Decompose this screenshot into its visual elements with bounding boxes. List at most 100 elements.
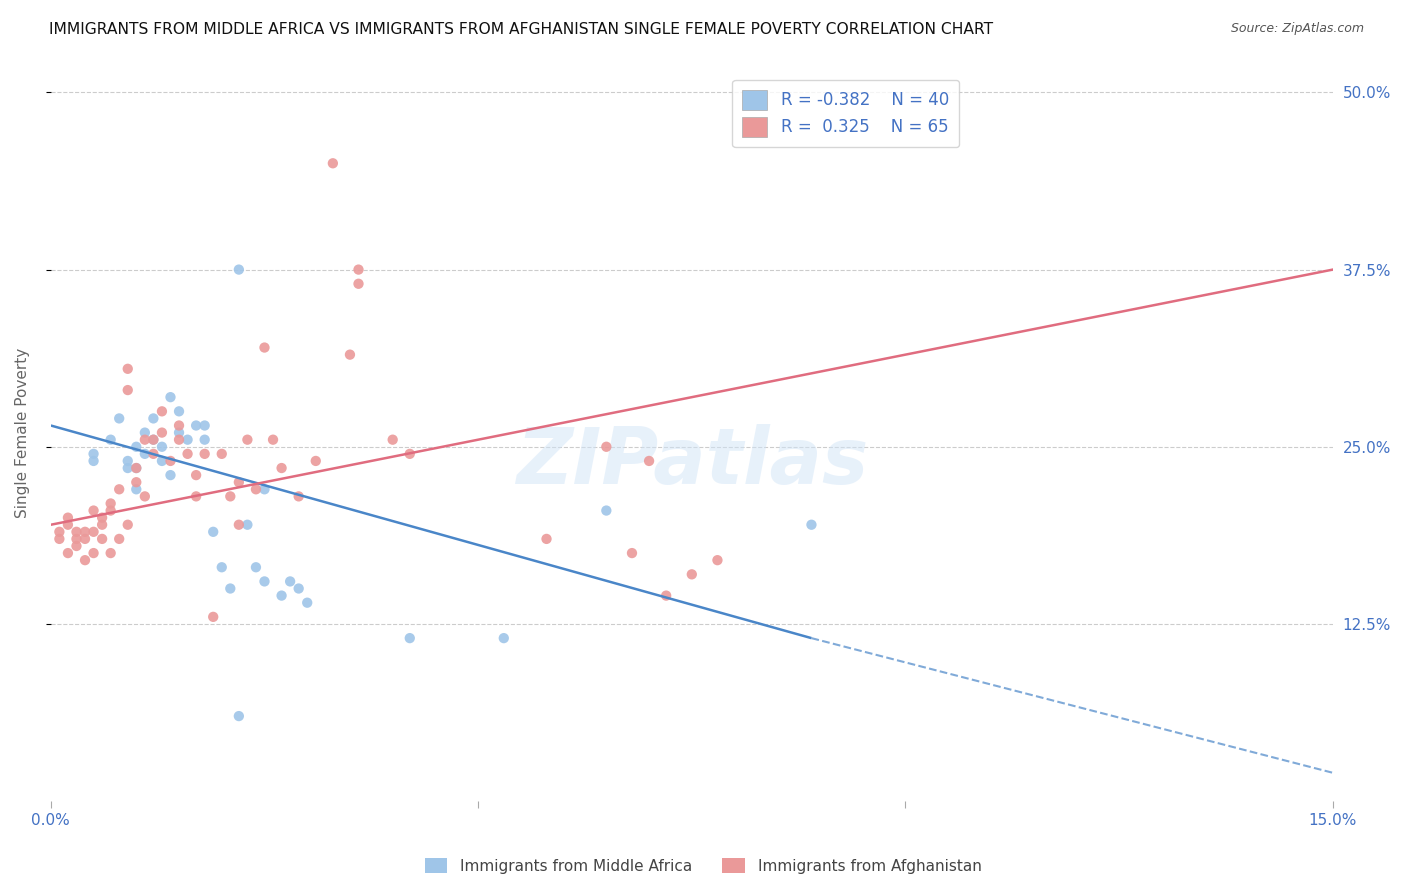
Point — [347, 277, 370, 291]
Point — [236, 517, 259, 532]
Point — [236, 433, 259, 447]
Point — [117, 383, 139, 397]
Point — [108, 532, 131, 546]
Point — [125, 461, 148, 475]
Point — [83, 546, 105, 560]
Point — [245, 483, 267, 497]
Point — [398, 447, 420, 461]
Point — [117, 461, 139, 475]
Legend: Immigrants from Middle Africa, Immigrants from Afghanistan: Immigrants from Middle Africa, Immigrant… — [419, 852, 987, 880]
Point — [184, 418, 207, 433]
Point — [117, 517, 139, 532]
Point — [219, 489, 242, 503]
Point — [253, 574, 276, 589]
Point — [65, 524, 87, 539]
Point — [211, 560, 233, 574]
Point — [65, 539, 87, 553]
Point — [91, 532, 114, 546]
Point — [202, 610, 225, 624]
Point — [48, 532, 70, 546]
Point — [681, 567, 703, 582]
Point — [287, 489, 309, 503]
Point — [91, 517, 114, 532]
Point — [381, 433, 404, 447]
Point — [706, 553, 728, 567]
Point — [91, 510, 114, 524]
Point — [142, 411, 165, 425]
Point — [176, 433, 198, 447]
Point — [159, 390, 181, 404]
Point — [150, 440, 173, 454]
Point — [262, 433, 284, 447]
Point — [167, 425, 190, 440]
Point — [297, 596, 319, 610]
Point — [125, 483, 148, 497]
Point — [56, 510, 79, 524]
Point — [202, 524, 225, 539]
Point — [228, 475, 250, 490]
Point — [253, 341, 276, 355]
Point — [167, 404, 190, 418]
Point — [100, 496, 122, 510]
Point — [125, 461, 148, 475]
Legend: R = -0.382    N = 40, R =  0.325    N = 65: R = -0.382 N = 40, R = 0.325 N = 65 — [733, 79, 959, 147]
Point — [228, 262, 250, 277]
Point — [142, 447, 165, 461]
Point — [83, 447, 105, 461]
Point — [83, 524, 105, 539]
Text: ZIPatlas: ZIPatlas — [516, 424, 868, 500]
Point — [655, 589, 678, 603]
Point — [253, 483, 276, 497]
Point — [48, 524, 70, 539]
Point — [150, 425, 173, 440]
Point — [159, 468, 181, 483]
Point — [228, 517, 250, 532]
Point — [322, 156, 344, 170]
Point — [100, 433, 122, 447]
Point — [100, 503, 122, 517]
Point — [176, 447, 198, 461]
Point — [134, 425, 156, 440]
Point — [194, 418, 217, 433]
Point — [287, 582, 309, 596]
Point — [125, 475, 148, 490]
Point — [134, 447, 156, 461]
Point — [305, 454, 328, 468]
Point — [73, 553, 96, 567]
Point — [184, 489, 207, 503]
Text: Source: ZipAtlas.com: Source: ZipAtlas.com — [1230, 22, 1364, 36]
Point — [117, 361, 139, 376]
Point — [56, 546, 79, 560]
Point — [219, 582, 242, 596]
Point — [167, 418, 190, 433]
Point — [492, 631, 515, 645]
Point — [73, 532, 96, 546]
Point — [142, 433, 165, 447]
Point — [134, 489, 156, 503]
Point — [347, 262, 370, 277]
Point — [211, 447, 233, 461]
Point — [228, 709, 250, 723]
Text: IMMIGRANTS FROM MIDDLE AFRICA VS IMMIGRANTS FROM AFGHANISTAN SINGLE FEMALE POVER: IMMIGRANTS FROM MIDDLE AFRICA VS IMMIGRA… — [49, 22, 993, 37]
Point — [83, 454, 105, 468]
Y-axis label: Single Female Poverty: Single Female Poverty — [15, 348, 30, 517]
Point — [184, 468, 207, 483]
Point — [339, 348, 361, 362]
Point — [134, 433, 156, 447]
Point — [800, 517, 823, 532]
Point — [194, 447, 217, 461]
Point — [595, 503, 617, 517]
Point — [398, 631, 420, 645]
Point — [167, 433, 190, 447]
Point — [270, 589, 292, 603]
Point — [194, 433, 217, 447]
Point — [108, 483, 131, 497]
Point — [270, 461, 292, 475]
Point — [56, 517, 79, 532]
Point — [595, 440, 617, 454]
Point — [65, 532, 87, 546]
Point — [142, 433, 165, 447]
Point — [83, 503, 105, 517]
Point — [620, 546, 643, 560]
Point — [73, 524, 96, 539]
